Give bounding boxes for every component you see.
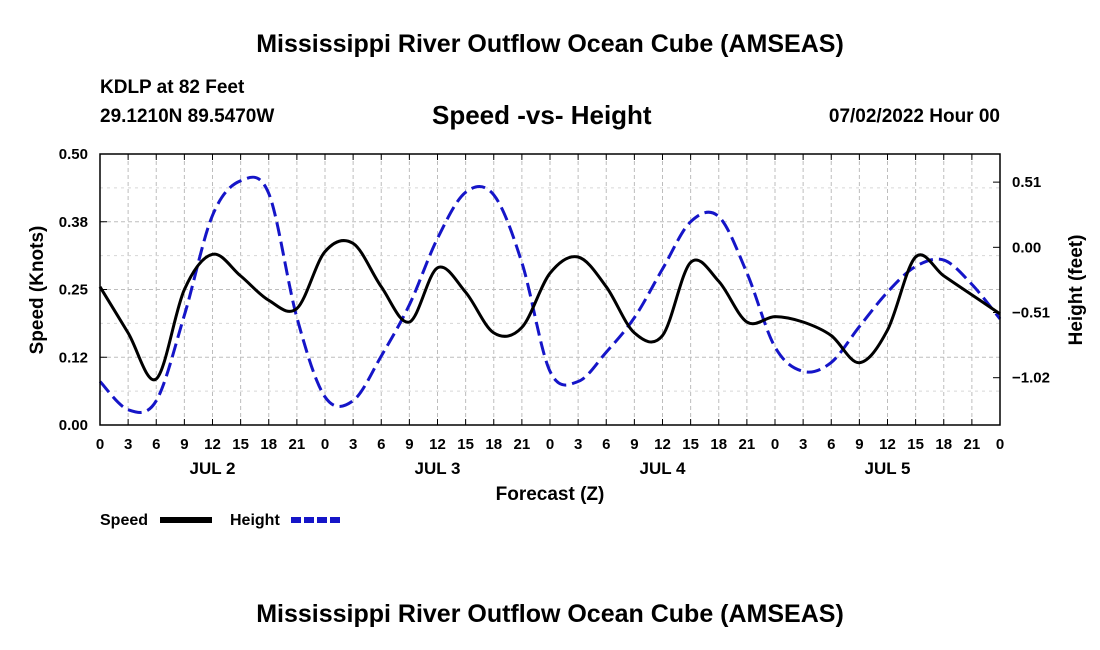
legend: Speed Height xyxy=(100,512,343,529)
x-tick-label: 18 xyxy=(935,436,952,453)
chart-title: Mississippi River Outflow Ocean Cube (AM… xyxy=(256,30,844,58)
axes: 0 3 6 9 12 15 18 21 0 3 6 9 12 15 18 21 0 3 6 9 12 15 18 21 0 3 6 9… xyxy=(59,146,1050,478)
x-tick-label: 0 xyxy=(96,436,104,453)
y-axis-right-label: Height (feet) xyxy=(1066,235,1087,346)
grid-lines xyxy=(100,154,1000,425)
footer-title: Mississippi River Outflow Ocean Cube (AM… xyxy=(256,600,844,628)
x-tick-label: 3 xyxy=(124,436,132,453)
x-tick-label: 6 xyxy=(152,436,160,453)
x-tick-label: 18 xyxy=(710,436,727,453)
x-tick-label: 3 xyxy=(799,436,807,453)
chart-subtitle: Speed -vs- Height xyxy=(432,100,652,130)
x-tick-label: 12 xyxy=(654,436,671,453)
y-left-tick-label: 0.38 xyxy=(59,214,88,231)
x-tick-label: 0 xyxy=(996,436,1004,453)
series-line-speed xyxy=(98,239,1001,382)
x-tick-label: 9 xyxy=(855,436,863,453)
x-tick-label: 21 xyxy=(514,436,531,453)
y-right-tick-label: −1.02 xyxy=(1012,370,1050,387)
x-tick-label: 9 xyxy=(405,436,413,453)
y-left-tick-label: 0.12 xyxy=(59,349,88,366)
x-tick-label: 6 xyxy=(377,436,385,453)
x-tick-label: 12 xyxy=(879,436,896,453)
x-tick-label: 3 xyxy=(349,436,357,453)
x-tick-label: 15 xyxy=(457,436,474,453)
y-right-tick-label: −0.51 xyxy=(1012,305,1050,322)
x-tick-label: 21 xyxy=(964,436,981,453)
x-tick-label: 15 xyxy=(907,436,924,453)
series-layer xyxy=(98,175,1002,414)
x-tick-label: 3 xyxy=(574,436,582,453)
forecast-datetime: 07/02/2022 Hour 00 xyxy=(828,106,1000,127)
legend-speed-label: Speed xyxy=(100,512,148,529)
y-left-tick-label: 0.50 xyxy=(59,146,88,163)
x-axis-label: Forecast (Z) xyxy=(496,484,605,505)
day-label: JUL 4 xyxy=(640,459,687,478)
y-right-tick-label: 0.00 xyxy=(1012,239,1041,256)
y-left-tick-label: 0.25 xyxy=(59,282,88,299)
y-axis-left-label: Speed (Knots) xyxy=(27,226,48,355)
coordinates-label: 29.1210N 89.5470W xyxy=(100,106,275,127)
x-tick-label: 0 xyxy=(546,436,554,453)
x-tick-label: 9 xyxy=(630,436,638,453)
x-tick-label: 0 xyxy=(321,436,329,453)
x-tick-label: 6 xyxy=(602,436,610,453)
x-tick-label: 15 xyxy=(232,436,249,453)
day-label: JUL 2 xyxy=(190,459,236,478)
day-label: JUL 5 xyxy=(865,459,911,478)
x-tick-label: 12 xyxy=(204,436,221,453)
y-left-tick-label: 0.00 xyxy=(59,417,88,434)
x-tick-label: 18 xyxy=(485,436,502,453)
x-tick-label: 15 xyxy=(682,436,699,453)
day-label: JUL 3 xyxy=(415,459,461,478)
x-tick-label: 12 xyxy=(429,436,446,453)
x-tick-label: 21 xyxy=(739,436,756,453)
legend-height-label: Height xyxy=(230,512,280,529)
y-right-tick-label: 0.51 xyxy=(1012,174,1041,191)
x-tick-label: 18 xyxy=(260,436,277,453)
station-label: KDLP at 82 Feet xyxy=(100,77,245,98)
x-tick-label: 6 xyxy=(827,436,835,453)
x-tick-label: 0 xyxy=(771,436,779,453)
x-tick-label: 21 xyxy=(289,436,306,453)
x-tick-label: 9 xyxy=(180,436,188,453)
